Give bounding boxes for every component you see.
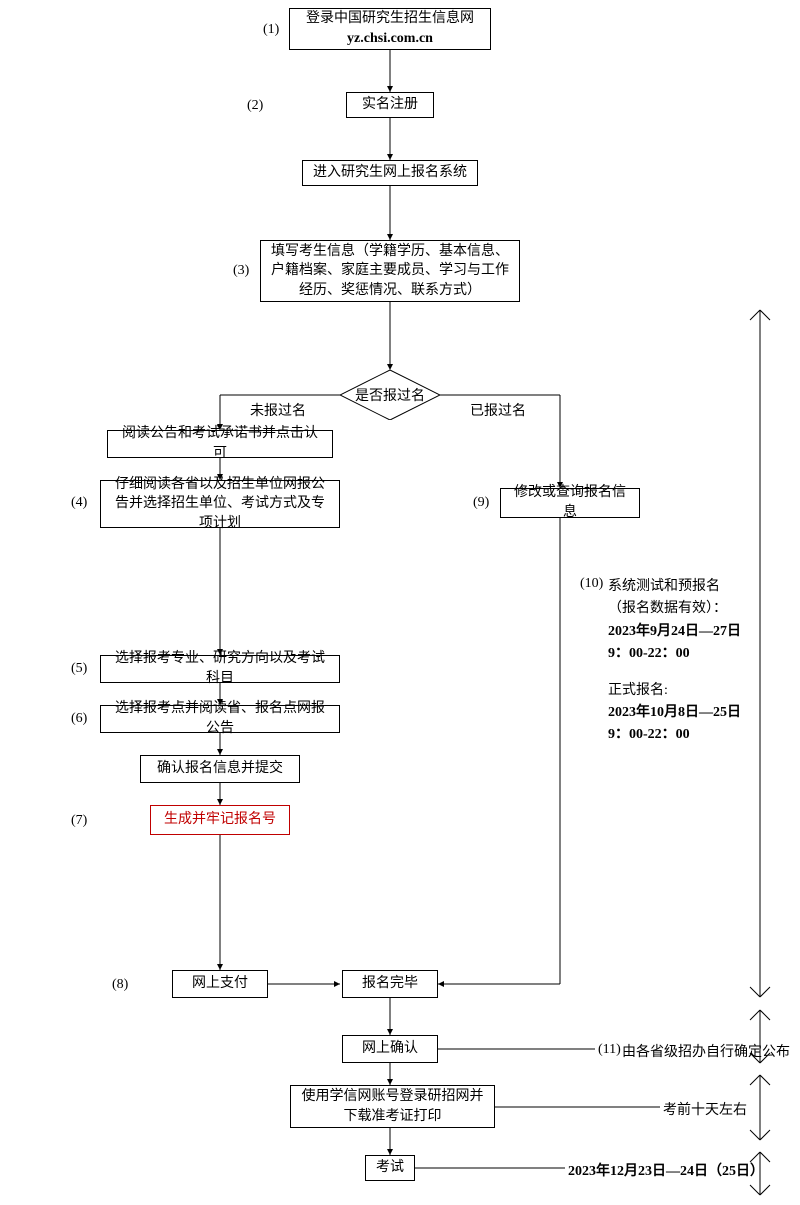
node-pay-online: 网上支付 [172, 970, 268, 998]
node-register: 实名注册 [346, 92, 434, 118]
step-label-8: (8) [112, 977, 128, 993]
annot-10-l2: （报名数据有效）： [608, 598, 778, 620]
node-enter-system: 进入研究生网上报名系统 [302, 160, 478, 186]
step-label-2: (2) [247, 98, 263, 114]
annotation-11: 由各省级招办自行确定公布 [622, 1042, 790, 1064]
annot-10-l7: 9：00-22：00 [608, 724, 778, 746]
node-select-major: 选择报考专业、研究方向以及考试科目 [100, 655, 340, 683]
step-label-10: (10) [580, 576, 603, 592]
node-read-province: 仔细阅读各省以及招生单位网报公告并选择招生单位、考试方式及专项计划 [100, 480, 340, 528]
node-login-l2: yz.chsi.com.cn [347, 31, 433, 46]
annot-10-l3: 2023年9月24日—27日 [608, 621, 778, 643]
node-login: 登录中国研究生招生信息网 yz.chsi.com.cn [289, 8, 491, 50]
step-label-5: (5) [71, 661, 87, 677]
decision-registered: 是否报过名 [340, 370, 440, 420]
node-reg-done: 报名完毕 [342, 970, 438, 998]
node-confirm-submit: 确认报名信息并提交 [140, 755, 300, 783]
annot-10-l6: 2023年10月8日—25日 [608, 702, 778, 724]
node-fill-info: 填写考生信息（学籍学历、基本信息、户籍档案、家庭主要成员、学习与工作经历、奖惩情… [260, 240, 520, 302]
step-label-9: (9) [473, 495, 489, 511]
step-label-3: (3) [233, 263, 249, 279]
node-download-admit: 使用学信网账号登录研招网并下载准考证打印 [290, 1085, 495, 1128]
branch-right-label: 已报过名 [470, 400, 526, 420]
step-label-1: (1) [263, 22, 279, 38]
step-label-11: (11) [598, 1042, 621, 1058]
annotation-10: 系统测试和预报名 （报名数据有效）： 2023年9月24日—27日 9：00-2… [608, 576, 778, 747]
annot-10-l4: 9：00-22：00 [608, 643, 778, 665]
node-login-l1: 登录中国研究生招生信息网 [306, 11, 474, 26]
node-select-site: 选择报考点并阅读省、报名点网报公告 [100, 705, 340, 733]
annot-10-l5: 正式报名: [608, 680, 778, 702]
step-label-4: (4) [71, 495, 87, 511]
step-label-7: (7) [71, 813, 87, 829]
annotation-13: 2023年12月23日—24日（25日） [568, 1161, 764, 1183]
node-read-notice: 阅读公告和考试承诺书并点击认可 [107, 430, 333, 458]
node-generate-number: 生成并牢记报名号 [150, 805, 290, 835]
decision-label: 是否报过名 [355, 385, 425, 405]
branch-left-label: 未报过名 [250, 400, 306, 420]
node-exam: 考试 [365, 1155, 415, 1181]
node-modify-query: 修改或查询报名信息 [500, 488, 640, 518]
annot-10-l1: 系统测试和预报名 [608, 576, 778, 598]
node-online-confirm: 网上确认 [342, 1035, 438, 1063]
step-label-6: (6) [71, 711, 87, 727]
annotation-12: 考前十天左右 [663, 1100, 747, 1122]
